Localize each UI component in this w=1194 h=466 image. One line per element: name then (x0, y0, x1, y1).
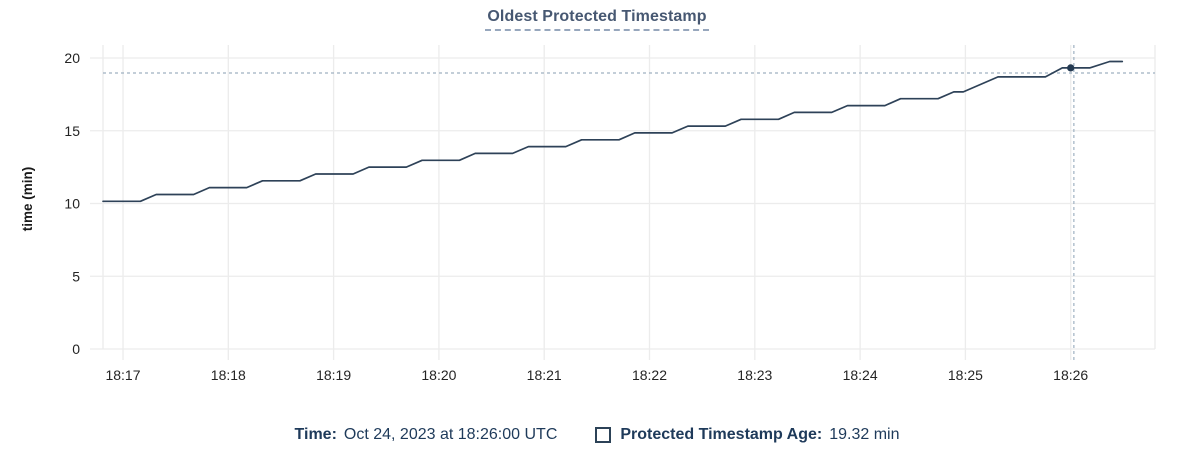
x-tick-label: 18:26 (1053, 367, 1088, 383)
y-tick-label: 15 (64, 123, 80, 139)
line-chart-plot[interactable]: 0 5 10 15 20 18:17 18:18 18:19 18:20 18:21 18:22 18… (0, 0, 1194, 410)
chart-title-row: Oldest Protected Timestamp (0, 8, 1194, 31)
y-tick-label: 10 (64, 196, 80, 212)
series-line (102, 60, 1124, 203)
x-tick-label: 18:25 (948, 367, 983, 383)
y-tick-label: 20 (64, 50, 80, 66)
x-tick-label: 18:19 (316, 367, 351, 383)
hover-time-value: Oct 24, 2023 at 18:26:00 UTC (343, 426, 558, 443)
x-tick-label: 18:18 (211, 367, 246, 383)
y-tick-label: 0 (72, 341, 80, 357)
series-swatch-icon (595, 427, 612, 443)
chart-title[interactable]: Oldest Protected Timestamp (485, 8, 709, 31)
legend-item-protected-timestamp-age[interactable]: Protected Timestamp Age: 19.32 min (595, 426, 899, 444)
x-tick-label: 18:23 (737, 367, 772, 383)
x-tick-label: 18:22 (632, 367, 667, 383)
x-tick-label: 18:17 (105, 367, 140, 383)
y-tick-label: 5 (72, 268, 80, 284)
x-tick-label: 18:20 (421, 367, 456, 383)
x-tick-label: 18:21 (527, 367, 562, 383)
hover-point-marker (1067, 64, 1075, 72)
hover-legend: Time: Oct 24, 2023 at 18:26:00 UTC Prote… (0, 420, 1194, 450)
x-tick-label: 18:24 (843, 367, 878, 383)
hover-time-group: Time: Oct 24, 2023 at 18:26:00 UTC (295, 426, 558, 444)
series-name-label: Protected Timestamp Age: (620, 426, 823, 443)
hover-time-label: Time: (294, 426, 337, 443)
series-hover-value: 19.32 min (829, 426, 900, 443)
